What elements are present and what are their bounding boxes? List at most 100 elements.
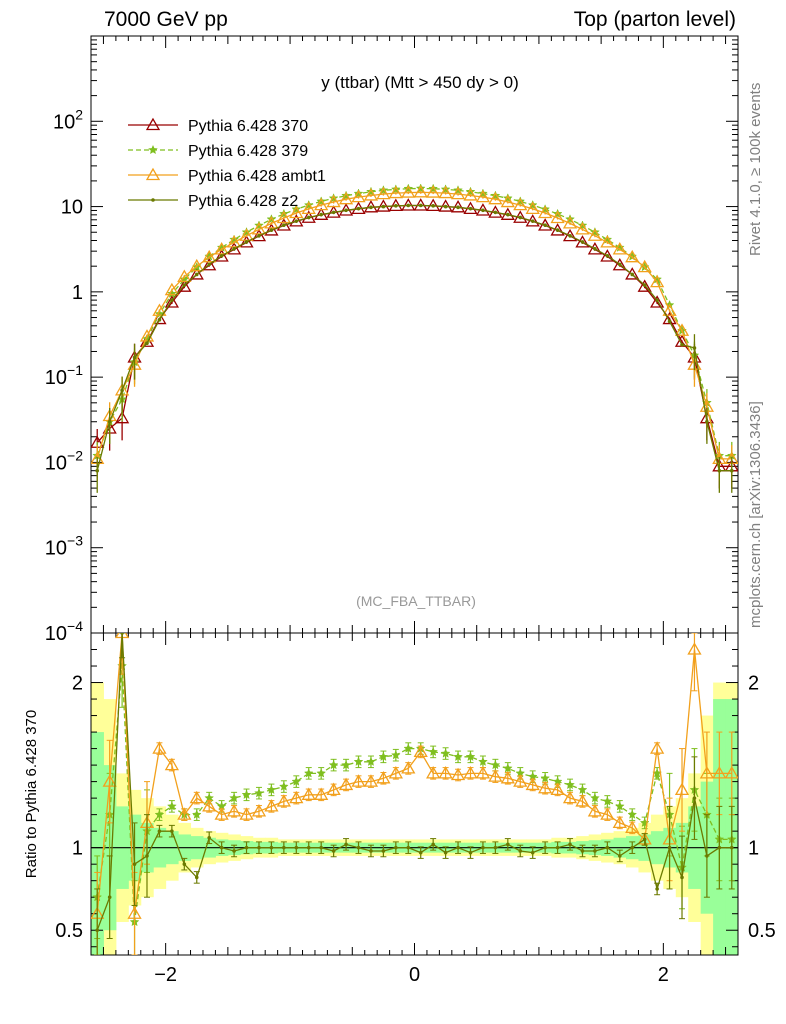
ratio-point	[301, 787, 316, 800]
data-point	[182, 283, 187, 287]
data-point	[575, 222, 590, 235]
data-point	[625, 267, 640, 280]
data-point	[394, 204, 398, 208]
ratio-point	[306, 845, 311, 850]
ratio-frame	[90, 632, 739, 956]
ratio-tick-label: 2	[72, 673, 83, 695]
ratio-tick-label-right: 1	[748, 838, 759, 860]
ratio-point	[344, 842, 348, 847]
watermark: (MC_FBA_TTBAR)	[356, 593, 476, 609]
ratio-point	[394, 845, 398, 850]
ratio-point	[465, 751, 476, 762]
ratio-point	[241, 789, 252, 800]
ratio-point	[426, 766, 441, 779]
band-green-bin	[91, 732, 104, 955]
legend-marker	[151, 198, 155, 202]
data-point	[164, 282, 179, 296]
series-0	[91, 198, 738, 489]
data-point	[356, 206, 361, 211]
legend-marker	[145, 167, 161, 181]
ratio-point	[538, 780, 553, 794]
ratio-point	[276, 794, 291, 807]
series-line	[96, 204, 732, 467]
data-point	[413, 184, 428, 198]
ratio-point	[269, 845, 274, 850]
y-tick-label: 10−3	[45, 533, 83, 560]
ratio-point	[680, 875, 684, 880]
ratio-point	[413, 744, 428, 758]
ratio-point	[705, 854, 709, 858]
ratio-point	[490, 759, 501, 770]
data-point	[450, 186, 466, 200]
data-point	[705, 419, 709, 424]
ratio-point	[157, 829, 162, 833]
data-point	[376, 186, 391, 200]
data-point	[244, 240, 249, 244]
data-point	[164, 295, 179, 308]
ratio-point	[639, 817, 650, 828]
data-point	[282, 223, 286, 227]
ratio-tick-label: 1	[72, 838, 83, 860]
data-point	[600, 235, 615, 248]
ratio-tick-label-right: 2	[748, 673, 759, 695]
data-point	[443, 204, 448, 209]
data-point	[625, 249, 640, 263]
data-point	[338, 191, 354, 205]
y-tick-label: 1	[72, 282, 83, 304]
ratio-point	[478, 756, 488, 766]
ratio-point	[530, 850, 535, 855]
ratio-point	[356, 845, 361, 850]
data-point	[189, 267, 204, 280]
data-point	[488, 191, 503, 205]
ratio-point	[568, 842, 572, 847]
ratio-point	[630, 845, 635, 850]
data-point	[562, 216, 578, 229]
ratio-tick-label-right: 0.5	[748, 920, 776, 942]
ratio-line	[96, 665, 732, 923]
ratio-point	[264, 799, 279, 812]
data-point	[202, 257, 217, 271]
legend-marker	[145, 117, 161, 131]
data-point	[251, 222, 267, 235]
data-point	[500, 194, 515, 208]
ratio-point	[717, 845, 722, 850]
legend-entry: Pythia 6.428 370	[128, 117, 308, 135]
ratio-point	[612, 815, 627, 829]
ratio-point	[164, 757, 179, 771]
ratio-point	[481, 845, 485, 850]
ratio-point	[170, 829, 174, 833]
ratio-point	[152, 741, 167, 754]
ratio-point	[650, 741, 665, 754]
data-point	[145, 341, 149, 346]
ratio-point	[440, 748, 451, 758]
data-point	[655, 298, 659, 302]
ratio-point	[314, 787, 329, 800]
ratio-point	[724, 766, 738, 779]
ratio-point	[353, 756, 364, 766]
data-point	[692, 346, 697, 350]
data-point	[642, 283, 647, 287]
legend: Pythia 6.428 370 Pythia 6.428 379 Pythia 6…	[128, 117, 326, 210]
data-point	[170, 298, 174, 302]
ratio-point	[518, 849, 523, 853]
data-point	[612, 242, 627, 255]
data-point	[401, 185, 416, 198]
chart-title: y (ttbar) (Mtt > 450 dy > 0)	[321, 73, 518, 92]
ratio-point	[525, 777, 540, 791]
ratio-y-axis: 2 2 1 1 0.5 0.5	[55, 649, 776, 948]
data-point	[114, 410, 130, 424]
ratio-point	[278, 781, 289, 791]
data-point	[331, 210, 336, 215]
ratio-point	[376, 771, 391, 784]
ratio-point	[219, 845, 224, 850]
ratio-point	[667, 845, 672, 850]
data-point	[518, 215, 523, 220]
legend-entry: Pythia 6.428 z2	[128, 193, 298, 210]
ratio-point	[692, 796, 697, 800]
ratio-point	[177, 807, 192, 820]
x-axis: −2 0 2	[90, 36, 739, 986]
ratio-point	[540, 773, 551, 783]
ratio-point	[331, 849, 336, 853]
ratio-point	[326, 782, 341, 796]
